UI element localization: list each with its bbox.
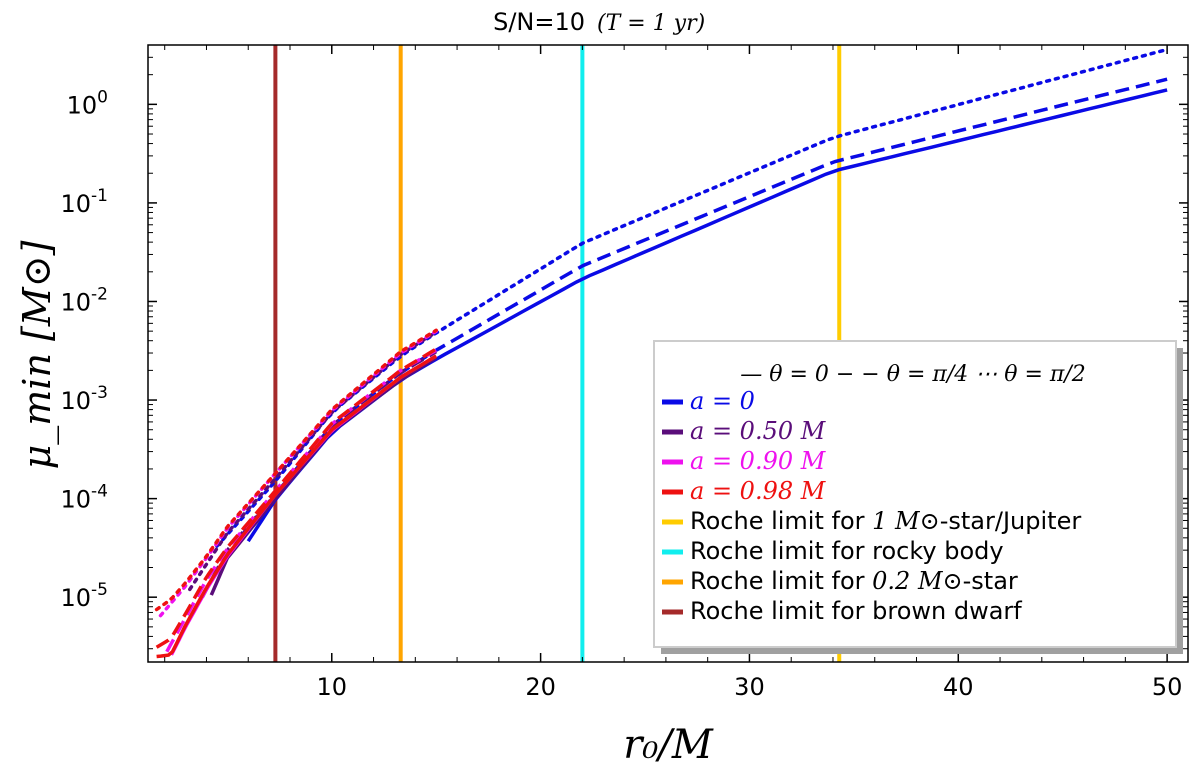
chart-title: S/N=10 (T = 1 yr) <box>493 8 705 36</box>
x-tick-label: 40 <box>943 673 974 701</box>
legend-label-series-3: a = 0.98 M <box>690 477 827 505</box>
y-tick-label: 10-4 <box>61 482 109 514</box>
legend-label-roche-3: Roche limit for brown dwarf <box>690 597 1022 625</box>
legend-label-series-1: a = 0.50 M <box>690 417 827 445</box>
y-tick-label: 10-2 <box>61 284 109 316</box>
x-tick-label: 30 <box>734 673 765 701</box>
series-line-2-theta_pi4 <box>165 348 438 653</box>
legend-items: a = 0a = 0.50 Ma = 0.90 Ma = 0.98 MRoche… <box>662 387 1081 625</box>
x-axis-label: r₀/M <box>623 722 714 768</box>
legend-label-roche-2: Roche limit for 0.2 M⊙-star <box>690 567 1018 595</box>
x-tick-label: 20 <box>525 673 556 701</box>
legend-header: — θ = 0 − − θ = π/4 ⋯ θ = π/2 <box>740 362 1086 387</box>
series-line-0-theta_pi4 <box>236 77 1168 542</box>
chart-title-suffix: (T = 1 yr) <box>597 11 705 36</box>
series-line-3-theta_pi2 <box>154 328 438 612</box>
y-tick-label: 100 <box>67 87 108 119</box>
y-tick-label: 10-1 <box>61 186 109 218</box>
series-line-3-theta_0 <box>156 354 438 659</box>
legend-label-series-2: a = 0.90 M <box>690 447 827 475</box>
x-axis-ticks: 10 20 30 40 50 <box>164 45 1183 701</box>
series-line-2-theta_0 <box>169 354 438 656</box>
legend: — θ = 0 − − θ = π/4 ⋯ θ = π/2 a = 0a = 0… <box>653 340 1183 654</box>
series-line-3-theta_pi4 <box>155 347 438 649</box>
series-line-1-theta_pi2 <box>188 330 438 592</box>
chart-title-text: S/N=10 <box>493 8 585 36</box>
legend-label-roche-0: Roche limit for 1 M⊙-star/Jupiter <box>690 507 1081 535</box>
y-axis-ticks: 10-5 10-4 10-3 10-2 10-1 100 <box>61 44 1188 650</box>
x-tick-label: 10 <box>317 673 348 701</box>
series-lines <box>154 47 1169 659</box>
x-tick-label: 50 <box>1152 673 1183 701</box>
y-axis-label: μ_min [M⊙] <box>15 240 60 469</box>
y-tick-label: 10-3 <box>61 383 109 415</box>
legend-label-roche-1: Roche limit for rocky body <box>690 537 1004 565</box>
y-tick-label: 10-5 <box>61 580 109 612</box>
legend-label-series-0: a = 0 <box>690 387 755 415</box>
legend-box <box>653 340 1177 648</box>
